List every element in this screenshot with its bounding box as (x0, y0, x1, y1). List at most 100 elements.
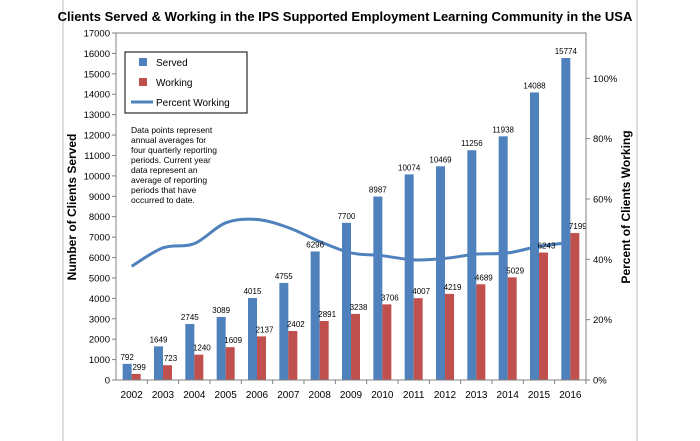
bar-working (225, 347, 235, 380)
annotation-note: Data points represent annual averages fo… (131, 125, 217, 205)
bar-served (279, 282, 289, 380)
x-tick-label: 2013 (465, 390, 488, 401)
data-label-working: 723 (164, 354, 178, 363)
y-axis-ticks: 0 1000 2000 3000 4000 5000 6000 7000 8000 9000 100… (84, 29, 116, 387)
bar-served (154, 346, 163, 380)
data-label-working: 3238 (350, 303, 368, 312)
bar-working (319, 320, 329, 380)
data-label-served: 8987 (369, 186, 387, 195)
legend: Served Working Percent Working (124, 51, 248, 114)
percent-working-line (130, 217, 571, 268)
legend-label-served: Served (156, 58, 188, 69)
y-tick-label: 8000 (89, 212, 110, 223)
y-axis-title: Number of Clients Served (65, 134, 79, 281)
data-label-working: 4007 (412, 287, 430, 296)
data-label-served: 7700 (338, 212, 356, 221)
data-label-working: 1240 (193, 344, 211, 353)
data-label-working: 3706 (381, 293, 399, 302)
data-label-served: 11256 (461, 139, 483, 148)
data-label-working: 2402 (287, 320, 305, 329)
data-label-working: 2137 (256, 325, 274, 334)
data-label-served: 2745 (181, 313, 199, 322)
y-tick-label: 5000 (89, 273, 110, 284)
data-label-working: 4219 (444, 283, 462, 292)
y2-axis-title: Percent of Clients Working (619, 130, 633, 283)
bar-working (570, 233, 580, 380)
y-tick-label: 10000 (84, 171, 110, 182)
x-tick-label: 2004 (183, 390, 206, 401)
y-tick-label: 15000 (84, 69, 110, 80)
bar-working (382, 304, 392, 380)
data-label-working: 4689 (475, 273, 493, 282)
bar-working (476, 284, 486, 380)
data-label-working: 2891 (318, 310, 336, 319)
bar-working (445, 293, 454, 380)
y-tick-label: 7000 (89, 233, 110, 244)
x-tick-label: 2012 (434, 390, 457, 401)
data-label-served: 11938 (492, 125, 514, 134)
bar-served (467, 150, 477, 380)
x-tick-label: 2007 (277, 390, 300, 401)
y-tick-label: 17000 (84, 29, 110, 40)
data-label-working: 299 (132, 363, 146, 372)
chart-title: Clients Served & Working in the IPS Supp… (58, 9, 633, 24)
data-label-served: 10074 (398, 163, 421, 172)
bars (122, 58, 580, 381)
x-tick-label: 2005 (215, 390, 238, 401)
y2-tick-label: 40% (593, 255, 613, 266)
x-tick-label: 2016 (559, 390, 582, 401)
annotation-line: average of reporting (131, 175, 207, 185)
bar-served (404, 174, 414, 380)
annotation-line: data represent an (131, 165, 198, 175)
bar-working (351, 313, 360, 380)
annotation-line: Data points represent (131, 125, 213, 135)
annotation-line: periods. Current year (131, 155, 211, 165)
x-tick-label: 2002 (121, 390, 144, 401)
data-label-served: 6296 (306, 240, 324, 249)
bar-served (530, 92, 539, 380)
data-label-served: 15774 (555, 47, 578, 56)
data-label-served: 4755 (275, 272, 293, 281)
x-tick-label: 2014 (497, 390, 520, 401)
data-label-working: 6243 (538, 242, 556, 251)
bar-served (436, 166, 445, 380)
bar-served (185, 323, 195, 380)
y-tick-label: 14000 (84, 90, 110, 101)
data-label-served: 792 (120, 353, 134, 362)
y-tick-label: 0 (105, 376, 110, 387)
bar-working (507, 277, 517, 380)
y-tick-label: 11000 (84, 151, 110, 162)
data-label-served: 1649 (150, 335, 168, 344)
y2-tick-label: 20% (593, 315, 613, 326)
y-tick-label: 6000 (89, 253, 110, 264)
data-label-served: 14088 (523, 81, 546, 90)
bar-working (539, 252, 548, 380)
bar-served (561, 58, 571, 381)
bar-working (163, 365, 172, 380)
y2-tick-label: 60% (593, 194, 613, 205)
y2-tick-label: 0% (593, 376, 607, 387)
data-label-working: 1609 (224, 336, 242, 345)
annotation-line: periods that have (131, 185, 196, 195)
bar-served (248, 298, 257, 380)
legend-label-percent: Percent Working (156, 98, 230, 109)
x-tick-label: 2009 (340, 390, 363, 401)
x-tick-label: 2015 (528, 390, 551, 401)
annotation-line: occurred to date. (131, 195, 195, 205)
bar-working (131, 373, 141, 380)
y-tick-label: 1000 (89, 355, 110, 366)
legend-swatch-served (139, 58, 147, 66)
x-axis-ticks: 2002 2003 2004 2005 2006 2007 2008 2009 2010 2011… (121, 380, 587, 401)
annotation-line: annual averages for (131, 135, 206, 145)
x-tick-label: 2006 (246, 390, 269, 401)
y-tick-label: 9000 (89, 192, 110, 203)
data-label-served: 10469 (429, 155, 452, 164)
annotation-line: four quarterly reporting (131, 145, 217, 155)
x-tick-label: 2010 (371, 390, 394, 401)
data-label-served: 3089 (212, 306, 230, 315)
y2-tick-label: 100% (593, 74, 618, 85)
y-tick-label: 13000 (84, 110, 110, 121)
bar-working (288, 330, 298, 380)
y-tick-label: 2000 (89, 335, 110, 346)
